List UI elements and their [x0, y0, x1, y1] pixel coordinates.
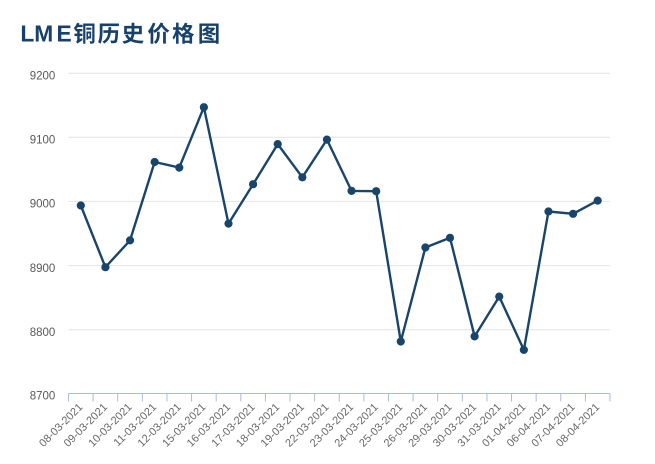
- svg-text:M: M: [34, 20, 53, 46]
- svg-text:8700: 8700: [30, 391, 56, 403]
- svg-text:9000: 9000: [30, 199, 56, 211]
- svg-text:9100: 9100: [30, 134, 56, 146]
- svg-text:8900: 8900: [30, 263, 56, 275]
- svg-text:L: L: [20, 20, 34, 46]
- svg-text:E: E: [57, 20, 72, 46]
- svg-text:9200: 9200: [30, 70, 56, 82]
- svg-text:8800: 8800: [30, 327, 56, 339]
